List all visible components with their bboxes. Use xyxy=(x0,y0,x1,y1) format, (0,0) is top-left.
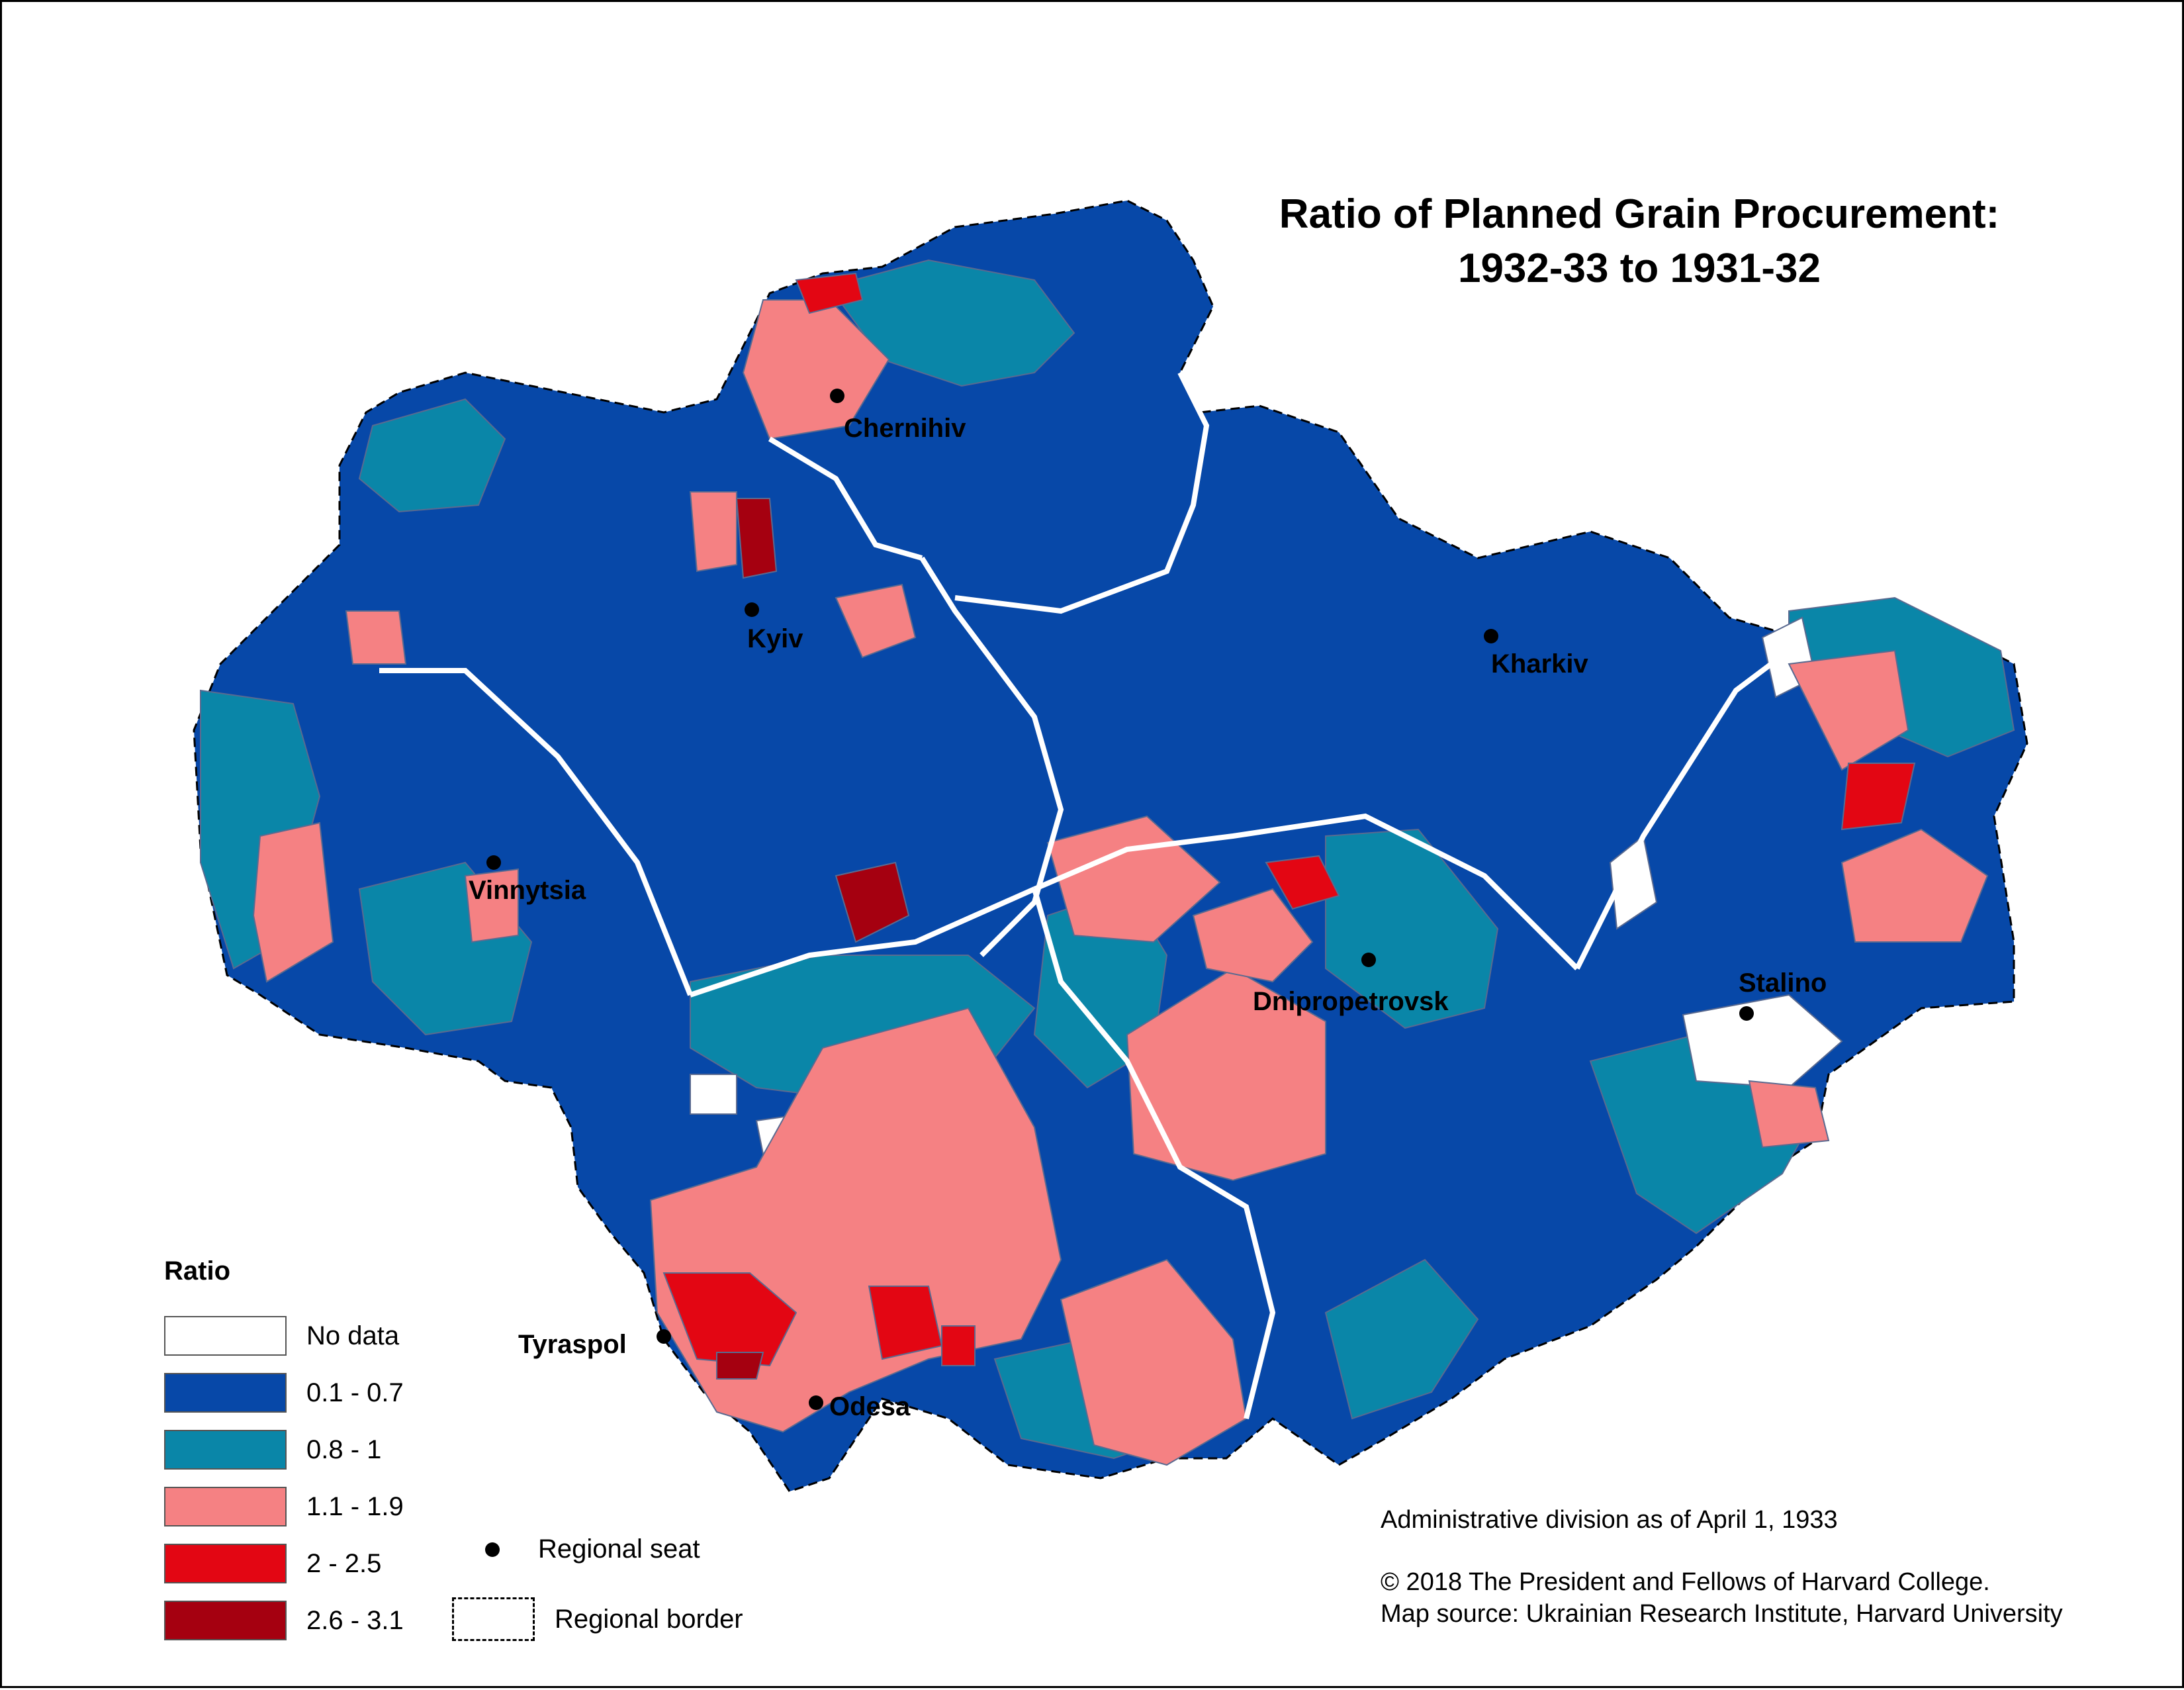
map-title-line2: 1932-33 to 1931-32 xyxy=(1457,246,1821,291)
legend-label-0.1-0.7: 0.1 - 0.7 xyxy=(306,1378,404,1407)
legend-row-1.1-1.9: 1.1 - 1.9 xyxy=(164,1485,404,1528)
pink-area-azov-east xyxy=(1748,1080,1830,1149)
red-area-odesa-west xyxy=(662,1272,797,1367)
note-admin-division: Administrative division as of April 1, 1… xyxy=(1381,1506,1838,1534)
legend-label-1.1-1.9: 1.1 - 1.9 xyxy=(306,1491,404,1521)
border-kharkiv-south xyxy=(1033,813,1579,970)
no-data-east xyxy=(1609,835,1658,930)
pink-area-southeast xyxy=(1841,828,1989,943)
seat-dot-kyiv xyxy=(745,602,759,617)
regional-seats xyxy=(486,389,1754,1410)
regional-borders xyxy=(379,371,1791,1419)
city-label-odesa: Odesa xyxy=(829,1392,911,1421)
seat-dot-vinnytsia xyxy=(486,855,501,870)
red-area-odesa-coast xyxy=(941,1325,976,1366)
border-kyiv-vinnytsia xyxy=(379,668,693,996)
city-label-kharkiv: Kharkiv xyxy=(1491,649,1588,679)
pink-area-northwest-small xyxy=(345,610,407,665)
legend-swatch-no-data xyxy=(164,1316,287,1356)
legend-label-2.6-3.1: 2.6 - 3.1 xyxy=(306,1605,404,1635)
legend-row-0.1-0.7: 0.1 - 0.7 xyxy=(164,1371,404,1415)
seat-dot-kharkiv xyxy=(1484,629,1498,643)
note-source: Map source: Ukrainian Research Institute… xyxy=(1381,1600,2063,1628)
seat-dot-chernihiv xyxy=(830,389,844,403)
note-copyright: © 2018 The President and Fellows of Harv… xyxy=(1381,1568,1990,1596)
pink-area-central xyxy=(1046,815,1221,943)
city-label-stalino: Stalino xyxy=(1739,968,1827,998)
city-label-kyiv: Kyiv xyxy=(747,624,803,653)
legend-swatch-1.1-1.9 xyxy=(164,1487,287,1526)
seat-dot-stalino xyxy=(1739,1006,1754,1021)
border-stalino xyxy=(1574,648,1791,970)
legend-row-2-2.5: 2 - 2.5 xyxy=(164,1542,381,1585)
pink-area-dnipro xyxy=(1192,888,1314,983)
city-label-dnipropetrovsk: Dnipropetrovsk xyxy=(1253,987,1449,1016)
red-area-north xyxy=(795,272,864,314)
seat-dot-odesa xyxy=(809,1395,823,1410)
teal-area-north xyxy=(828,259,1075,387)
red-area-odesa-east xyxy=(868,1286,943,1360)
class-2.6-3.1-areas xyxy=(716,498,910,1380)
legend-seat-dot-icon xyxy=(485,1542,500,1557)
legend-swatch-2-2.5 xyxy=(164,1544,287,1583)
teal-area-northwest xyxy=(358,398,506,513)
red-area-east xyxy=(1841,763,1916,831)
legend-label-0.8-1: 0.8 - 1 xyxy=(306,1434,382,1464)
city-label-chernihiv: Chernihiv xyxy=(844,414,966,443)
legend-swatch-0.8-1 xyxy=(164,1430,287,1470)
map-title: Ratio of Planned Grain Procurement: 1932… xyxy=(1176,187,2103,296)
pink-area-kyiv-east xyxy=(835,583,917,659)
legend-row-2.6-3.1: 2.6 - 3.1 xyxy=(164,1599,404,1642)
border-kyiv-south xyxy=(689,886,1036,998)
city-label-vinnytsia: Vinnytsia xyxy=(469,876,586,905)
no-data-south-3 xyxy=(690,1074,737,1115)
legend-label-no-data: No data xyxy=(306,1321,400,1350)
legend-regional-border-label: Regional border xyxy=(555,1604,743,1634)
pink-area-east xyxy=(1788,649,1909,771)
legend-title: Ratio xyxy=(164,1256,230,1286)
darkred-area-kyiv xyxy=(735,498,778,579)
border-dnipro-odesa xyxy=(1032,888,1276,1419)
darkred-area-odesa xyxy=(716,1352,764,1380)
map-title-line1: Ratio of Planned Grain Procurement: xyxy=(1279,191,2000,237)
border-chernihiv-kharkiv xyxy=(954,371,1210,614)
darkred-area-central xyxy=(835,861,910,943)
teal-area-dnipro-east xyxy=(1325,828,1499,1029)
class-2-2.5-areas xyxy=(662,272,1916,1367)
seat-dot-tyraspol xyxy=(657,1329,671,1344)
pink-area-vinnytsia-small xyxy=(464,868,519,943)
red-area-dnipro xyxy=(1265,855,1340,910)
pink-area-kyiv-north xyxy=(689,491,737,573)
legend-label-2-2.5: 2 - 2.5 xyxy=(306,1548,382,1578)
border-kyiv-kharkiv xyxy=(919,556,1064,957)
legend-row-0.8-1: 0.8 - 1 xyxy=(164,1428,381,1472)
no-data-stalino xyxy=(1682,994,1843,1089)
seat-dot-dnipropetrovsk xyxy=(1361,953,1376,967)
pink-area-west xyxy=(252,822,334,983)
legend-row-no-data: No data xyxy=(164,1314,399,1358)
teal-area-azov xyxy=(1324,1258,1479,1420)
legend-regional-seat-label: Regional seat xyxy=(538,1534,700,1564)
legend-swatch-2.6-3.1 xyxy=(164,1601,287,1640)
city-label-tyraspol: Tyraspol xyxy=(518,1330,627,1359)
legend-regional-border: Regional border xyxy=(452,1597,743,1641)
border-chernihiv-kyiv xyxy=(768,436,923,561)
legend-swatch-0.1-0.7 xyxy=(164,1373,287,1413)
legend-border-swatch xyxy=(452,1597,535,1641)
legend-regional-seat: Regional seat xyxy=(465,1534,700,1564)
